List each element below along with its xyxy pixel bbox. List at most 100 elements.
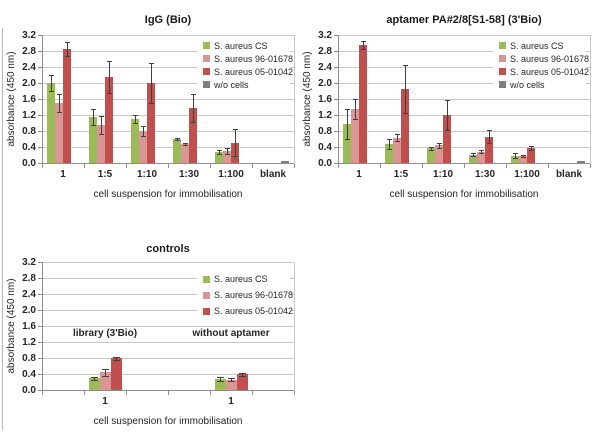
- y-tick-mark: [38, 67, 42, 68]
- x-axis-title: cell suspension for immobilisation: [93, 189, 243, 200]
- y-tick-label: 2.8: [22, 273, 36, 284]
- x-tick-mark: [168, 391, 169, 395]
- error-bar-cap-top: [228, 378, 235, 379]
- error-bar-cap-top: [217, 150, 222, 151]
- legend-label: S. aureus CS: [214, 274, 268, 284]
- y-tick-label: 1.2: [22, 337, 36, 348]
- x-tick-label: 1:100: [218, 169, 244, 180]
- error-bar-cap-top: [479, 150, 484, 151]
- y-tick-label: 2.4: [22, 62, 36, 73]
- y-tick-mark: [38, 374, 42, 375]
- error-bar-cap-bottom: [471, 156, 476, 157]
- legend-label: S. aureus CS: [214, 40, 268, 51]
- error-bar-cap-bottom: [361, 49, 366, 50]
- left-border-line: [2, 28, 3, 430]
- error-bar: [94, 377, 95, 380]
- y-tick-mark: [334, 163, 338, 164]
- error-bar-cap-top: [345, 109, 350, 110]
- y-tick-label: 3.2: [22, 30, 36, 41]
- y-tick-mark: [38, 163, 42, 164]
- legend-swatch-icon: [203, 68, 210, 75]
- error-bar: [135, 115, 136, 123]
- x-tick-mark: [506, 164, 507, 168]
- y-tick-label: 0.8: [22, 353, 36, 364]
- error-bar: [481, 150, 482, 153]
- y-tick-mark: [38, 390, 42, 391]
- error-bar: [231, 378, 232, 381]
- error-bar-cap-bottom: [529, 150, 534, 151]
- error-bar-cap-bottom: [353, 119, 358, 120]
- legend-label: S. aureus 05-01042: [214, 66, 294, 77]
- y-axis-line: [42, 262, 43, 391]
- x-tick-label: 1:100: [514, 169, 540, 180]
- error-bar-cap-top: [149, 63, 154, 64]
- bar-s-aureus-05-01042: [111, 358, 122, 390]
- x-tick-mark: [126, 391, 127, 395]
- y-tick-mark: [334, 35, 338, 36]
- x-axis-line: [42, 390, 294, 391]
- gridline: [338, 115, 590, 116]
- error-bar: [109, 61, 110, 93]
- error-bar-cap-top: [65, 42, 70, 43]
- legend-swatch-icon: [499, 81, 506, 88]
- bar-s-aureus-96-01678: [223, 151, 231, 163]
- error-bar: [193, 94, 194, 122]
- legend: S. aureus CS S. aureus 96-01678 S. aureus …: [197, 270, 293, 326]
- bar-s-aureus-96-01678: [519, 156, 527, 163]
- y-tick-mark: [38, 131, 42, 132]
- gridline: [338, 83, 590, 84]
- bar-s-aureus-96-01678: [351, 109, 359, 163]
- error-bar-cap-bottom: [57, 112, 62, 113]
- y-tick-label: 1.6: [22, 94, 36, 105]
- error-bar-cap-bottom: [479, 153, 484, 154]
- error-bar-cap-top: [429, 147, 434, 148]
- x-tick-mark: [294, 391, 295, 395]
- y-tick-mark: [38, 262, 42, 263]
- legend-swatch-icon: [203, 42, 210, 49]
- gridline: [42, 310, 294, 311]
- error-bar-cap-top: [91, 377, 98, 378]
- y-axis-line: [338, 35, 339, 164]
- error-bar-cap-top: [529, 146, 534, 147]
- error-bar-cap-top: [107, 61, 112, 62]
- legend-item: S. aureus 96-01678: [197, 52, 293, 65]
- bar-s-aureus-05-01042: [485, 137, 493, 163]
- bar-s-aureus-cs: [427, 148, 435, 163]
- y-tick-mark: [38, 115, 42, 116]
- error-bar-cap-top: [133, 115, 138, 116]
- chart-title: aptamer PA#2/8[S1-58] (3'Bio): [386, 14, 542, 26]
- error-bar: [447, 100, 448, 130]
- y-tick-label: 0.4: [318, 142, 332, 153]
- legend-item: S. aureus 96-01678: [197, 287, 293, 303]
- gridline: [338, 35, 590, 36]
- error-bar-cap-bottom: [487, 143, 492, 144]
- bar-s-aureus-96-01678: [393, 138, 401, 163]
- y-tick-mark: [334, 67, 338, 68]
- bar-w-o-cells: [577, 161, 585, 163]
- y-tick-mark: [38, 147, 42, 148]
- gridline: [42, 374, 294, 375]
- x-tick-mark: [338, 164, 339, 168]
- error-bar-cap-top: [191, 94, 196, 95]
- gridline: [42, 262, 294, 263]
- legend-swatch-icon: [203, 81, 210, 88]
- gridline: [338, 131, 590, 132]
- error-bar: [473, 153, 474, 156]
- legend-label: S. aureus 05-01042: [510, 66, 590, 77]
- bar-s-aureus-96-01678: [139, 131, 147, 163]
- error-bar-cap-bottom: [513, 158, 518, 159]
- x-tick-mark: [252, 164, 253, 168]
- error-bar: [515, 153, 516, 158]
- error-bar-cap-top: [141, 126, 146, 127]
- y-tick-mark: [334, 99, 338, 100]
- gridline: [338, 51, 590, 52]
- bar-s-aureus-05-01042: [63, 49, 71, 163]
- legend: S. aureus CS S. aureus 96-01678 S. aureus …: [197, 38, 294, 97]
- x-tick-mark: [126, 164, 127, 168]
- error-bar-cap-top: [487, 130, 492, 131]
- x-tick-label: 1:10: [432, 169, 453, 180]
- error-bar-cap-top: [175, 138, 180, 139]
- bar-s-aureus-cs: [385, 144, 393, 163]
- legend-item: S. aureus 05-01042: [493, 65, 590, 78]
